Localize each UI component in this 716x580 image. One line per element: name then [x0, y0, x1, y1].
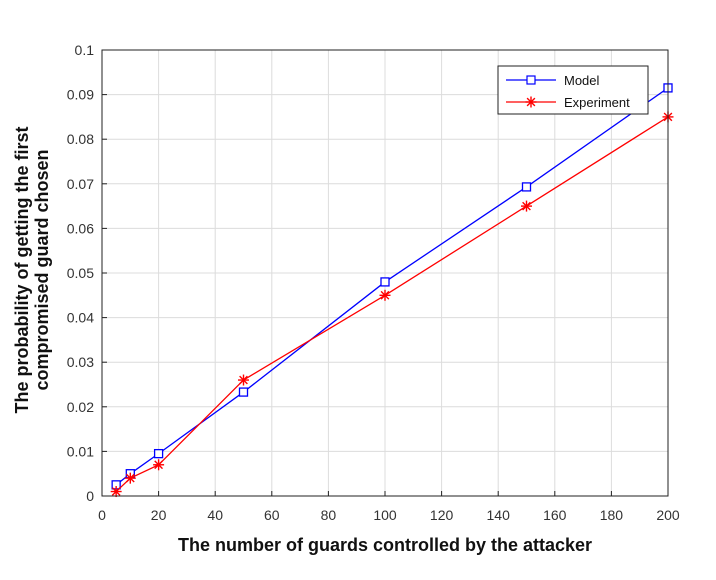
y-tick-label: 0.05 — [67, 265, 94, 281]
y-tick-label: 0.1 — [75, 42, 95, 58]
y-tick-label: 0.08 — [67, 131, 94, 147]
y-tick-label: 0.02 — [67, 399, 94, 415]
y-tick-label: 0.03 — [67, 354, 94, 370]
x-tick-label: 20 — [151, 507, 167, 523]
asterisk-stroke — [154, 460, 163, 470]
model-point — [238, 387, 249, 397]
x-tick-label: 180 — [600, 507, 624, 523]
x-tick-label: 200 — [656, 507, 680, 523]
y-axis-ticks: 0 0.01 0.02 0.03 0.04 0.05 0.06 0.07 0.08 0.09 0.1 — [67, 42, 107, 504]
x-tick-label: 160 — [543, 507, 567, 523]
legend-model-label: Model — [564, 73, 600, 88]
legend-asterisk — [525, 96, 537, 108]
model-point — [153, 448, 164, 459]
experiment-point — [238, 374, 249, 386]
series-layer — [110, 83, 674, 498]
asterisk-stroke — [526, 97, 536, 107]
legend-experiment-label: Experiment — [564, 95, 630, 110]
asterisk-stroke — [111, 487, 121, 496]
y-axis-label-line-2: compromised guard chosen — [32, 149, 52, 390]
experiment-point — [521, 200, 532, 212]
legend-experiment-marker — [525, 96, 537, 108]
y-tick-label: 0.01 — [67, 443, 94, 459]
x-tick-label: 60 — [264, 507, 280, 523]
y-tick-label: 0.09 — [67, 87, 94, 103]
y-tick-label: 0.06 — [67, 220, 94, 236]
experiment-point — [379, 289, 391, 301]
model-point — [380, 277, 390, 287]
x-tick-label: 40 — [207, 507, 223, 523]
x-tick-label: 100 — [373, 507, 397, 523]
y-axis-label-line-1: The probability of getting the first — [12, 127, 32, 414]
asterisk-stroke — [125, 473, 135, 483]
asterisk-stroke — [239, 375, 248, 385]
experiment-point — [124, 472, 136, 484]
asterisk-stroke — [522, 201, 531, 211]
legend-box — [497, 65, 649, 115]
model-point — [521, 182, 532, 192]
x-tick-label: 0 — [98, 507, 106, 523]
experiment-point — [153, 459, 165, 471]
x-tick-label: 120 — [430, 507, 454, 523]
x-axis-label: The number of guards controlled by the a… — [178, 535, 592, 555]
x-tick-label: 80 — [321, 507, 337, 523]
y-tick-label: 0.04 — [67, 310, 94, 326]
legend-model-marker — [526, 75, 536, 85]
asterisk-stroke — [380, 290, 390, 300]
y-tick-label: 0.07 — [67, 176, 94, 192]
x-tick-label: 140 — [487, 507, 511, 523]
x-axis-ticks: 0 20 40 60 80 100 120 140 160 180 200 — [98, 491, 680, 523]
y-tick-label: 0 — [86, 488, 94, 504]
experiment-point — [110, 486, 122, 498]
legend: Model Experiment — [497, 65, 649, 115]
grid-lines — [102, 50, 668, 496]
